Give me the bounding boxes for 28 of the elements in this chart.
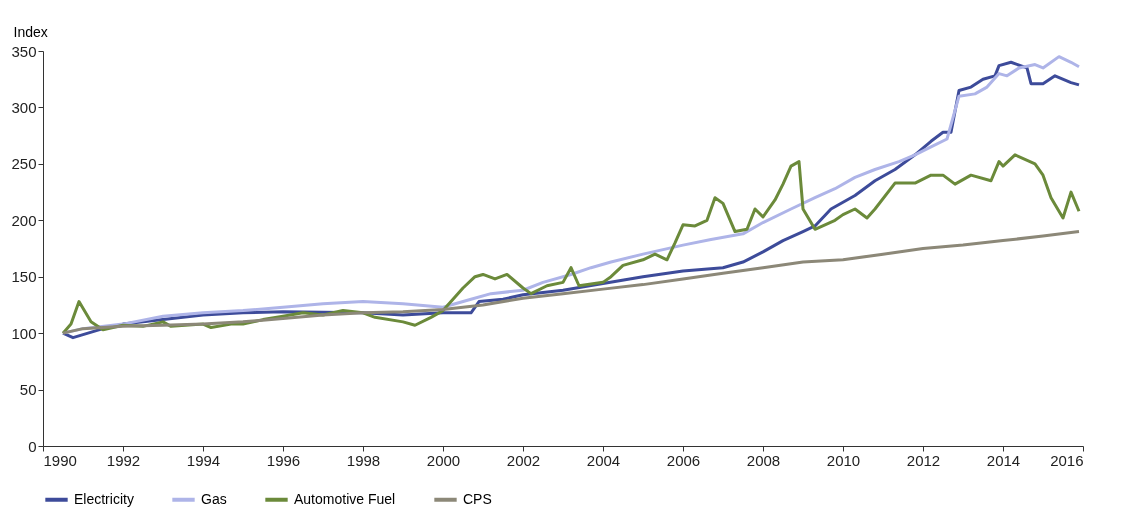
x-tick-label: 1996 xyxy=(266,451,301,469)
x-tick-label: 2008 xyxy=(746,451,781,469)
legend-label: Electricity xyxy=(74,490,134,507)
x-tick-label: 1994 xyxy=(186,451,221,469)
x-tick-label: 2000 xyxy=(426,451,461,469)
y-tick-label: 0 xyxy=(28,437,37,455)
y-tick-label: 200 xyxy=(11,211,37,229)
x-tick-label: 2014 xyxy=(986,451,1021,469)
legend-label: Automotive Fuel xyxy=(294,490,396,507)
y-tick-label: 100 xyxy=(11,324,37,342)
legend-label: Gas xyxy=(201,490,227,507)
x-tick-label: 2016 xyxy=(1050,451,1084,469)
y-tick-label: 50 xyxy=(19,381,37,399)
y-tick-label: 350 xyxy=(11,42,37,60)
x-tick-label: 1992 xyxy=(106,451,141,469)
x-tick-label: 2012 xyxy=(906,451,941,469)
y-tick-label: 250 xyxy=(11,155,37,173)
x-tick-label: 1990 xyxy=(43,451,77,469)
legend-label: CPS xyxy=(463,490,492,507)
x-tick-label: 2010 xyxy=(826,451,861,469)
x-tick-label: 2004 xyxy=(586,451,621,469)
y-tick-label: 300 xyxy=(11,98,37,116)
y-axis-title: Index xyxy=(13,23,48,40)
x-tick-label: 2002 xyxy=(506,451,541,469)
y-tick-label: 150 xyxy=(11,268,37,286)
line-series xyxy=(61,230,1081,335)
x-tick-label: 1998 xyxy=(346,451,381,469)
x-tick-label: 2006 xyxy=(666,451,701,469)
